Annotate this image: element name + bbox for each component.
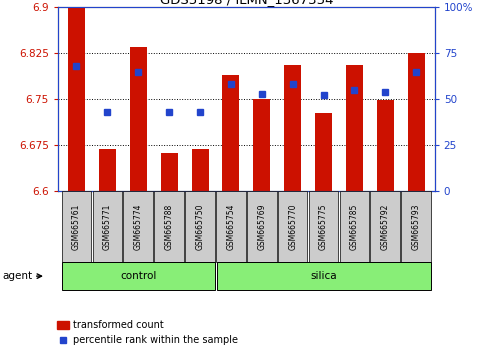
Title: GDS5198 / ILMN_1367354: GDS5198 / ILMN_1367354 bbox=[159, 0, 333, 6]
Bar bbox=[340, 191, 369, 262]
Bar bbox=[222, 75, 240, 191]
Bar bbox=[99, 149, 116, 191]
Bar bbox=[154, 191, 184, 262]
Bar bbox=[161, 153, 178, 191]
Text: silica: silica bbox=[310, 271, 337, 281]
Text: GSM665792: GSM665792 bbox=[381, 203, 390, 250]
Bar bbox=[62, 262, 215, 290]
Bar bbox=[62, 191, 91, 262]
Legend: transformed count, percentile rank within the sample: transformed count, percentile rank withi… bbox=[53, 316, 242, 349]
Bar bbox=[315, 113, 332, 191]
Bar bbox=[284, 65, 301, 191]
Bar bbox=[124, 191, 153, 262]
Text: GSM665775: GSM665775 bbox=[319, 203, 328, 250]
Bar bbox=[346, 65, 363, 191]
Bar bbox=[377, 100, 394, 191]
Text: GSM665785: GSM665785 bbox=[350, 203, 359, 250]
Bar bbox=[408, 53, 425, 191]
Text: GSM665770: GSM665770 bbox=[288, 203, 297, 250]
Bar bbox=[278, 191, 308, 262]
Bar bbox=[192, 149, 209, 191]
Bar bbox=[185, 191, 215, 262]
Text: GSM665771: GSM665771 bbox=[103, 203, 112, 250]
Bar bbox=[68, 8, 85, 191]
Text: GSM665774: GSM665774 bbox=[134, 203, 143, 250]
Text: GSM665750: GSM665750 bbox=[196, 203, 204, 250]
Bar bbox=[370, 191, 400, 262]
Bar bbox=[309, 191, 339, 262]
Bar bbox=[216, 191, 246, 262]
Text: GSM665761: GSM665761 bbox=[72, 203, 81, 250]
Text: GSM665788: GSM665788 bbox=[165, 204, 173, 250]
Bar bbox=[247, 191, 277, 262]
Text: GSM665793: GSM665793 bbox=[412, 203, 421, 250]
Bar bbox=[93, 191, 122, 262]
Text: GSM665754: GSM665754 bbox=[227, 203, 235, 250]
Bar bbox=[130, 47, 147, 191]
Text: GSM665769: GSM665769 bbox=[257, 203, 266, 250]
Text: control: control bbox=[120, 271, 156, 281]
Bar bbox=[217, 262, 431, 290]
Bar bbox=[253, 99, 270, 191]
Bar bbox=[401, 191, 431, 262]
Text: agent: agent bbox=[2, 271, 32, 281]
